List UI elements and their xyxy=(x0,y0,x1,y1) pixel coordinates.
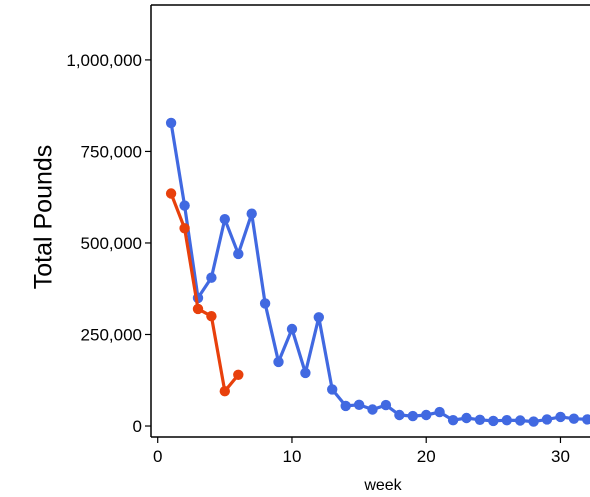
x-tick-label: 30 xyxy=(551,447,570,466)
x-tick-label: 20 xyxy=(417,447,436,466)
data-point xyxy=(434,406,445,418)
data-point xyxy=(219,386,230,397)
data-point xyxy=(246,208,257,219)
data-point xyxy=(273,356,284,368)
data-point xyxy=(568,413,580,424)
data-point xyxy=(179,223,190,234)
data-point xyxy=(327,384,338,395)
data-point xyxy=(474,414,486,425)
data-point xyxy=(192,303,204,315)
data-point xyxy=(501,415,512,426)
data-point xyxy=(380,399,392,411)
series-line xyxy=(169,192,240,393)
data-point xyxy=(286,323,298,335)
data-point xyxy=(233,248,244,260)
data-point xyxy=(528,416,539,427)
data-point xyxy=(461,412,472,424)
data-point xyxy=(367,404,378,415)
data-point xyxy=(407,410,418,422)
data-point xyxy=(313,312,324,323)
y-tick-label: 750,000 xyxy=(81,142,142,161)
series-1 xyxy=(165,117,590,427)
y-tick-label: 1,000,000 xyxy=(66,51,142,70)
y-tick-label: 250,000 xyxy=(81,325,142,344)
y-axis-title: Total Pounds xyxy=(30,145,58,290)
series-2 xyxy=(165,188,244,397)
y-tick-label: 0 xyxy=(133,417,142,436)
data-point xyxy=(300,367,311,379)
data-point xyxy=(447,415,459,426)
axes: 0 250,000 500,000 750,000 1,000,000 0 10 20 30 xyxy=(66,4,590,466)
data-point xyxy=(165,117,177,129)
plot-area xyxy=(165,117,590,427)
data-point xyxy=(233,369,244,380)
data-point xyxy=(340,400,351,412)
data-point xyxy=(515,415,526,426)
data-point xyxy=(206,272,217,283)
x-tick-label: 0 xyxy=(153,447,162,466)
data-point xyxy=(259,298,271,309)
data-point xyxy=(219,214,230,225)
data-point xyxy=(541,414,553,425)
data-point xyxy=(179,200,190,211)
data-point xyxy=(555,411,566,423)
data-point xyxy=(488,415,499,427)
data-point xyxy=(206,311,217,322)
data-point xyxy=(421,409,432,421)
y-tick-label: 500,000 xyxy=(81,234,142,253)
data-point xyxy=(165,188,177,199)
x-axis-title: week xyxy=(363,477,402,494)
data-point xyxy=(353,399,365,410)
data-point xyxy=(582,414,590,425)
x-tick-label: 10 xyxy=(283,447,302,466)
data-point xyxy=(394,409,405,421)
